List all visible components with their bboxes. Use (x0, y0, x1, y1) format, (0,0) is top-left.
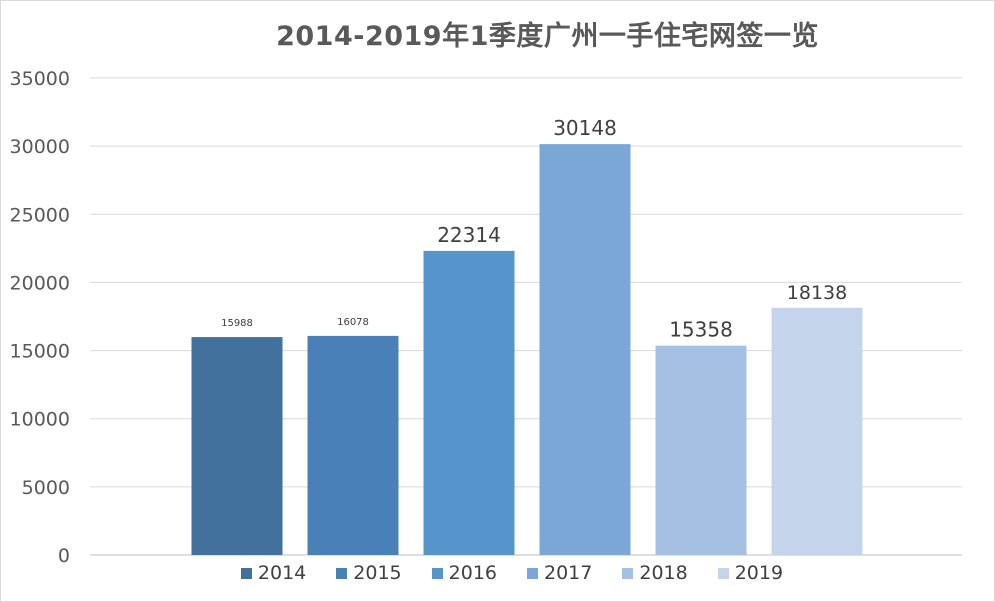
y-tick-label: 10000 (10, 409, 70, 431)
bar-2016 (423, 250, 515, 555)
legend-swatch (336, 567, 348, 579)
y-tick-label: 25000 (10, 204, 70, 226)
bar-2018 (655, 345, 747, 555)
y-tick-label: 35000 (10, 68, 70, 90)
bar-2017 (539, 144, 631, 555)
data-labels: 15988 16078 22314 30148 15358 18138 (221, 116, 847, 342)
data-label-2018: 15358 (669, 318, 733, 342)
legend-item-2015: 2015 (336, 562, 402, 584)
legend-label: 2016 (448, 562, 497, 584)
legend-swatch (240, 567, 252, 579)
y-tick-label: 30000 (10, 136, 70, 158)
legend-swatch (622, 567, 634, 579)
legend: 2014 2015 2016 2017 2018 2019 (0, 562, 995, 584)
data-label-2019: 18138 (787, 282, 847, 304)
data-label-2014: 15988 (221, 318, 253, 329)
bars (191, 144, 863, 555)
data-label-2016: 22314 (437, 223, 501, 247)
legend-swatch (527, 567, 538, 579)
data-label-2015: 16078 (337, 317, 369, 328)
y-axis-ticks: 0 5000 10000 15000 20000 25000 30000 35000 (10, 68, 70, 567)
chart-title: 2014-2019年1季度广州一手住宅网签一览 (276, 21, 819, 52)
bar-2019 (771, 307, 863, 555)
legend-item-2016: 2016 (431, 562, 497, 584)
legend-item-2019: 2019 (717, 562, 784, 584)
legend-label: 2017 (544, 562, 593, 584)
legend-label: 2018 (639, 562, 688, 584)
bar-2015 (307, 335, 399, 555)
legend-label: 2015 (353, 562, 402, 584)
legend-label: 2019 (734, 562, 784, 584)
data-label-2017: 30148 (553, 116, 617, 140)
y-tick-label: 20000 (10, 272, 70, 294)
legend-item-2018: 2018 (622, 562, 688, 584)
legend-label: 2014 (257, 562, 307, 584)
legend-item-2017: 2017 (527, 562, 592, 584)
legend-swatch (431, 567, 443, 579)
y-tick-label: 5000 (22, 477, 70, 499)
y-tick-label: 15000 (10, 341, 70, 363)
legend-swatch (717, 567, 729, 579)
legend-item-2014: 2014 (240, 562, 307, 584)
bar-2014 (191, 337, 283, 555)
y-tick-label: 0 (58, 545, 70, 567)
